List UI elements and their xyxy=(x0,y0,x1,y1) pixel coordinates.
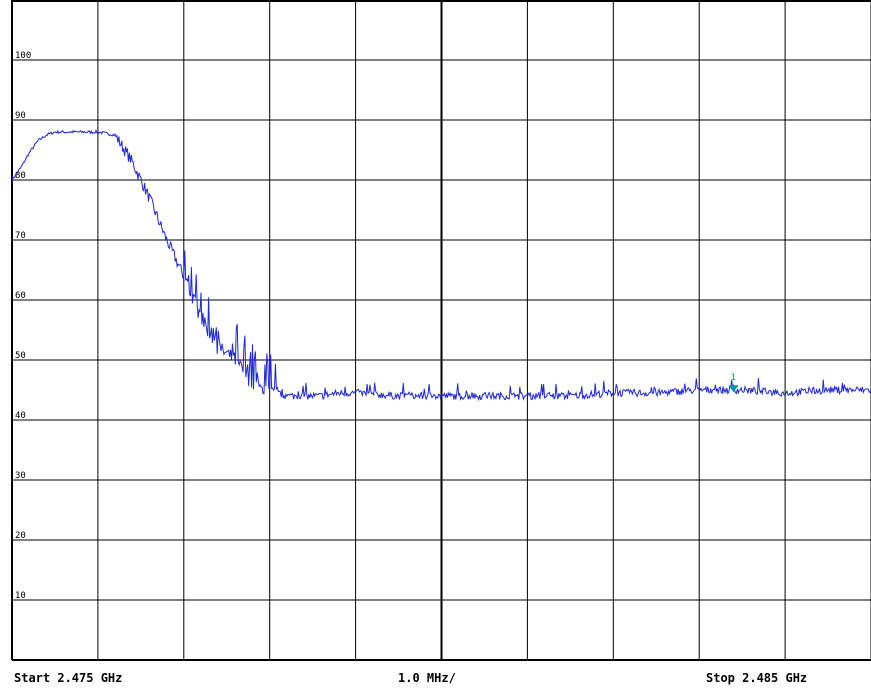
y-tick-label: 10 xyxy=(15,591,26,601)
marker-label: 1 xyxy=(731,373,736,383)
start-frequency: Start 2.475 GHz xyxy=(14,671,122,685)
y-tick-label: 100 xyxy=(15,51,31,61)
y-tick-label: 60 xyxy=(15,291,26,301)
y-tick-label: 30 xyxy=(15,471,26,481)
span-per-division: 1.0 MHz/ xyxy=(398,671,456,685)
trace-group xyxy=(11,129,871,402)
y-tick-label: 40 xyxy=(15,411,26,421)
marker-symbol xyxy=(728,385,739,393)
y-tick-label: 80 xyxy=(15,171,26,181)
y-tick-label: 70 xyxy=(15,231,26,241)
y-tick-label: 20 xyxy=(15,531,26,541)
stop-frequency: Stop 2.485 GHz xyxy=(706,671,807,685)
trace-line xyxy=(11,129,871,402)
grid xyxy=(11,0,871,661)
marker-group: 1 xyxy=(728,373,739,393)
y-tick-labels: 100 90 80 70 60 50 40 30 20 10 xyxy=(15,51,31,601)
y-tick-label: 50 xyxy=(15,351,26,361)
y-tick-label: 90 xyxy=(15,111,26,121)
